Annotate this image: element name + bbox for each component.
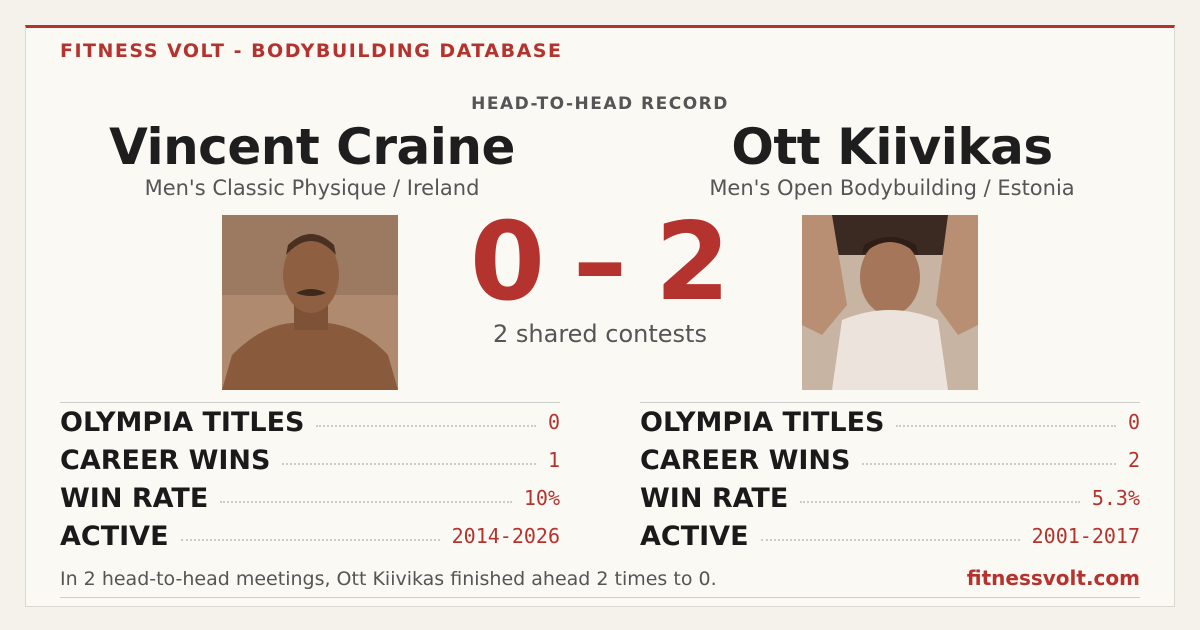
stat-label: WIN RATE — [640, 482, 789, 514]
stat-row: ACTIVE 2014-2026 — [60, 517, 560, 555]
stat-row: ACTIVE 2001-2017 — [640, 517, 1140, 555]
summary: In 2 head-to-head meetings, Ott Kiivikas… — [60, 568, 717, 590]
athlete-division: Men's Open Bodybuilding / Estonia — [709, 176, 1075, 200]
footer-rule — [60, 597, 1140, 598]
stat-row: OLYMPIA TITLES 0 — [60, 403, 560, 441]
shared-contests: 2 shared contests — [493, 320, 707, 348]
site-link[interactable]: fitnessvolt.com — [966, 566, 1140, 590]
athlete-photo — [802, 215, 978, 390]
stat-value: 10% — [523, 486, 560, 510]
record-label: HEAD-TO-HEAD RECORD — [471, 94, 729, 114]
stat-value: 2014-2026 — [451, 524, 560, 548]
stat-value: 1 — [547, 448, 560, 472]
leader-dots — [316, 425, 536, 427]
stat-label: OLYMPIA TITLES — [640, 406, 885, 438]
stat-row: OLYMPIA TITLES 0 — [640, 403, 1140, 441]
stat-value: 5.3% — [1091, 486, 1140, 510]
stat-row: WIN RATE 10% — [60, 479, 560, 517]
stat-label: OLYMPIA TITLES — [60, 406, 305, 438]
leader-dots — [760, 539, 1020, 541]
stats-list: OLYMPIA TITLES 0 CAREER WINS 1 WIN RATE 10% AC… — [60, 402, 560, 555]
score-separator: – — [573, 200, 627, 325]
leader-dots — [800, 501, 1080, 503]
score-value: 0 — [469, 200, 545, 325]
stat-row: CAREER WINS 1 — [60, 441, 560, 479]
card — [25, 25, 1175, 607]
stat-label: WIN RATE — [60, 482, 209, 514]
leader-dots — [896, 425, 1116, 427]
stat-value: 0 — [1127, 410, 1140, 434]
score-value: 2 — [655, 200, 731, 325]
athlete-division: Men's Classic Physique / Ireland — [144, 176, 480, 200]
leader-dots — [180, 539, 440, 541]
athlete-name: Ott Kiivikas — [731, 118, 1053, 176]
athlete-name: Vincent Craine — [109, 118, 515, 176]
leader-dots — [282, 463, 536, 465]
stat-label: CAREER WINS — [640, 444, 851, 476]
stat-row: CAREER WINS 2 — [640, 441, 1140, 479]
score: 0–2 — [0, 200, 1200, 325]
leader-dots — [862, 463, 1116, 465]
leader-dots — [220, 501, 512, 503]
stat-value: 0 — [547, 410, 560, 434]
stat-value: 2 — [1127, 448, 1140, 472]
stat-label: ACTIVE — [60, 520, 169, 552]
athlete-photo — [222, 215, 398, 390]
stat-label: CAREER WINS — [60, 444, 271, 476]
stat-value: 2001-2017 — [1031, 524, 1140, 548]
stat-label: ACTIVE — [640, 520, 749, 552]
stats-list: OLYMPIA TITLES 0 CAREER WINS 2 WIN RATE 5.3% A… — [640, 402, 1140, 555]
stat-row: WIN RATE 5.3% — [640, 479, 1140, 517]
brand: FITNESS VOLT - BODYBUILDING DATABASE — [60, 40, 563, 62]
